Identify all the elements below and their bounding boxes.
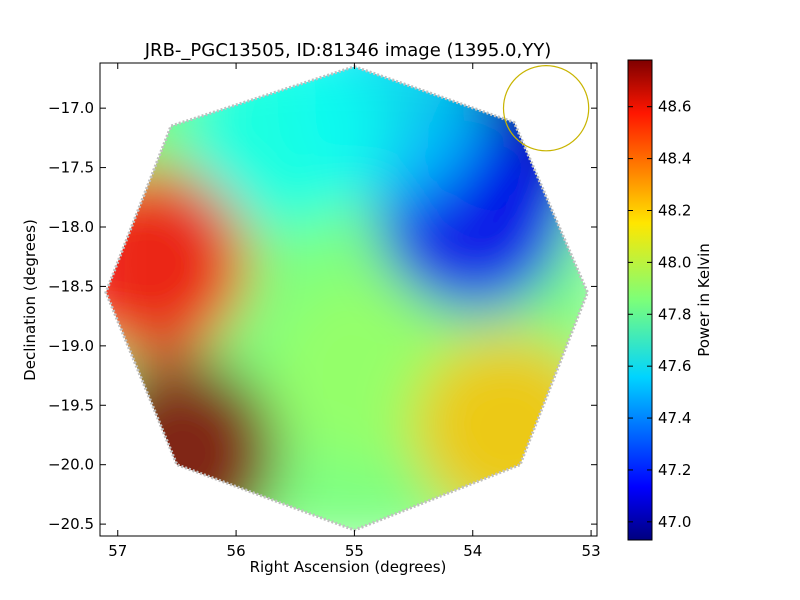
colorbar-tick-label: 48.4: [658, 150, 691, 168]
y-axis-label: Declination (degrees): [21, 219, 39, 381]
x-tick-label: 55: [345, 542, 364, 560]
colorbar-tick-label: 48.6: [658, 98, 691, 116]
beam-circle: [502, 64, 590, 152]
y-axis: −17.0 −17.5 −18.0 −18.5 −19.0 −19.5 −20.0 −20.5: [48, 99, 597, 533]
colorbar-tick-label: 47.4: [658, 409, 691, 427]
x-axis-label: Right Ascension (degrees): [250, 558, 447, 576]
chart-title: JRB-_PGC13505, ID:81346 image (1395.0,YY…: [144, 40, 551, 61]
x-axis: 57 56 55 54 53: [108, 63, 601, 560]
colorbar-gradient: [627, 59, 653, 541]
colorbar-tick-label: 48.0: [658, 253, 691, 271]
y-tick-label: −18.0: [48, 218, 94, 236]
plot-frame: [99, 62, 598, 537]
colorbar-tick-label: 47.2: [658, 461, 691, 479]
y-tick-label: −17.0: [48, 99, 94, 117]
colorbar-ticks: 47.0 47.2 47.4 47.6 47.8 48.0 48.2 48.4 48.6: [628, 98, 691, 531]
heatmap-area: [100, 63, 597, 536]
heatmap-region-4: [105, 167, 249, 358]
y-tick-label: −20.0: [48, 456, 94, 474]
colorbar-tick-label: 47.0: [658, 513, 691, 531]
y-tick-label: −19.5: [48, 396, 94, 414]
y-tick-label: −20.5: [48, 515, 94, 533]
colorbar-tick-label: 47.6: [658, 357, 691, 375]
y-tick-label: −19.0: [48, 337, 94, 355]
y-tick-label: −17.5: [48, 159, 94, 177]
y-tick-label: −18.5: [48, 277, 94, 295]
x-tick-label: 53: [582, 542, 601, 560]
x-tick-label: 57: [108, 542, 127, 560]
colorbar-tick-label: 47.8: [658, 305, 691, 323]
colorbar-label: Power in Kelvin: [695, 243, 713, 357]
colorbar: 47.0 47.2 47.4 47.6 47.8 48.0 48.2 48.4 48.6 Pow…: [627, 59, 713, 541]
x-tick-label: 54: [463, 542, 482, 560]
x-tick-label: 56: [227, 542, 246, 560]
heatmap-region-6: [271, 274, 462, 465]
colorbar-tick-label: 48.2: [658, 201, 691, 219]
